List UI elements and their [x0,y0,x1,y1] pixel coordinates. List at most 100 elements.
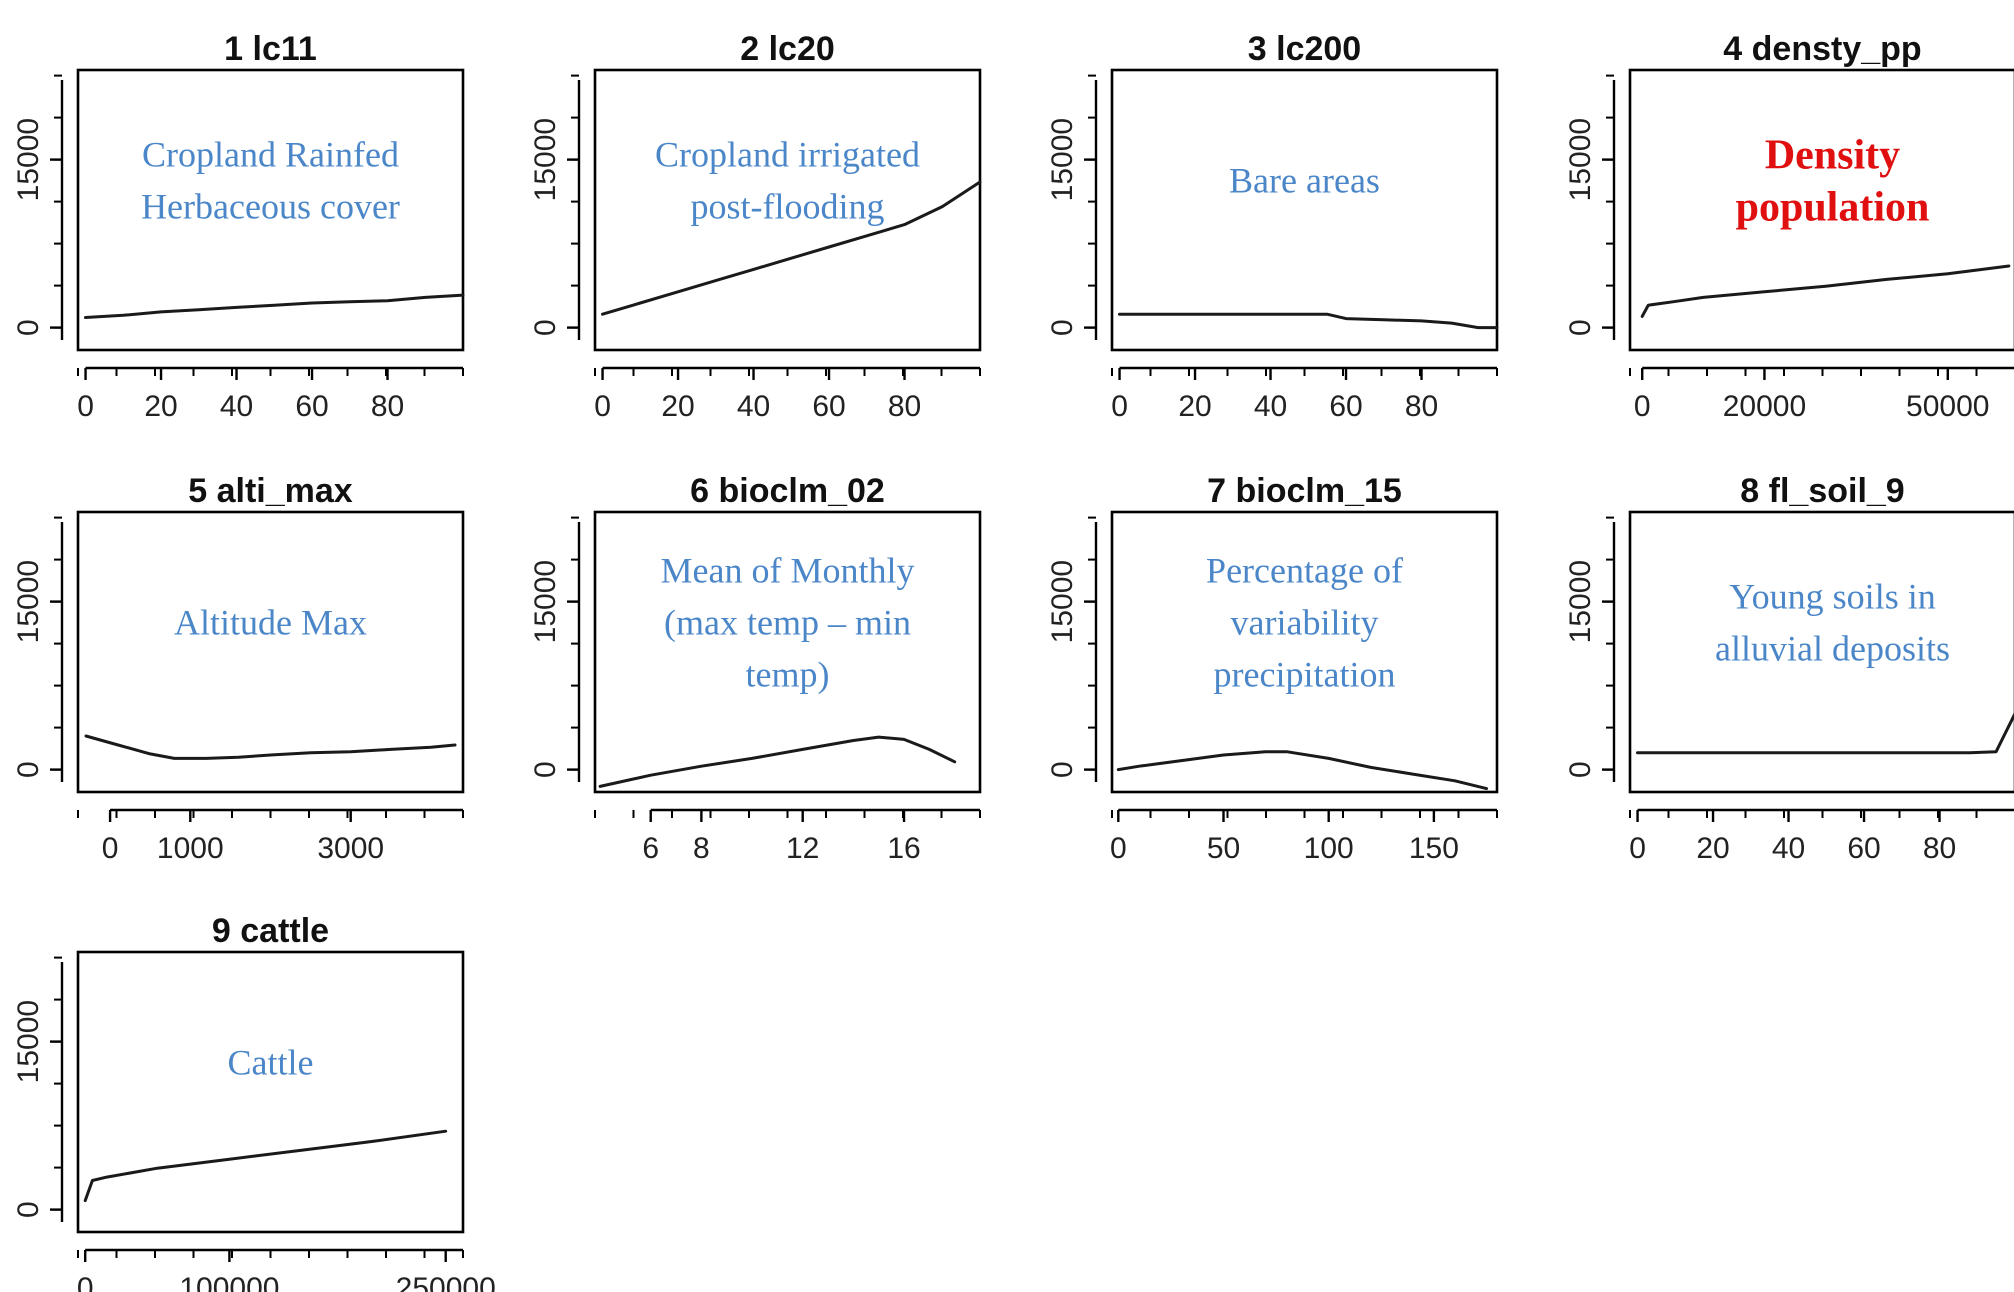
annotation-line: (max temp – min [664,603,911,643]
chart-title: 7 bioclm_15 [1207,472,1402,510]
x-tick-label: 50000 [1906,390,1989,423]
chart-title: 4 densty_pp [1723,30,1921,68]
plot-frame [76,68,465,352]
y-tick-label: 15000 [529,118,562,201]
x-tick-label: 20 [1178,390,1211,423]
chart-title: 1 lc11 [224,30,317,68]
annotation-line: Bare areas [1229,161,1380,201]
x-tick-label: 80 [371,390,404,423]
annotation-line: Percentage of [1206,551,1403,591]
x-tick-label: 0 [102,832,119,865]
x-tick-label: 100 [1304,832,1354,865]
x-tick-label: 60 [1847,832,1880,865]
x-tick-label: 20 [1696,832,1729,865]
response-line [1118,312,1499,330]
x-tick-label: 40 [737,390,770,423]
x-tick-label: 0 [77,1272,94,1292]
annotation-line: Herbaceous cover [141,187,400,227]
x-tick-label: 60 [812,390,845,423]
chart-title: 2 lc20 [740,30,835,68]
x-tick-label: 250000 [396,1272,496,1292]
y-tick-label: 0 [12,1201,45,1218]
chart-panel-1: 1 lc11 0 20 40 60 80 0 15000 Cropland Rainfed Her… [12,30,465,423]
y-tick-label: 15000 [1046,560,1079,643]
y-tick-label: 0 [529,761,562,778]
x-tick-label: 80 [1405,390,1438,423]
response-line [1116,750,1488,791]
response-line [1640,264,2011,318]
x-tick-label: 3000 [317,832,384,865]
y-tick-label: 0 [12,761,45,778]
y-tick-label: 0 [1046,761,1079,778]
x-tick-label: 80 [1923,832,1956,865]
response-line [1636,712,2014,755]
x-tick-label: 40 [1254,390,1287,423]
plot-frame [1628,68,2014,352]
chart-panel-2: 2 lc20 0 20 40 60 80 0 15000 Cropland irrigated p… [529,30,982,423]
y-tick-label: 15000 [12,118,45,201]
x-tick-label: 8 [693,832,710,865]
plot-frame [1110,68,1499,352]
x-tick-label: 0 [1634,390,1651,423]
y-tick-label: 15000 [1564,560,1597,643]
annotation-line: Young soils in [1729,577,1935,617]
chart-panel-6: 6 bioclm_02 6 8 12 16 0 15000 Mean of Monthly (m… [529,472,982,865]
chart-panel-7: 7 bioclm_15 0 50 100 150 0 15000 Percentage of v… [1046,472,1499,865]
annotation-line: Cattle [228,1043,314,1083]
annotation-line: population [1736,185,1930,231]
x-tick-label: 20 [661,390,694,423]
x-tick-label: 12 [786,832,819,865]
response-line [84,734,457,760]
plot-frame [1628,510,2014,794]
y-tick-label: 0 [12,319,45,336]
y-tick-label: 0 [1564,761,1597,778]
x-tick-label: 20000 [1723,390,1806,423]
x-tick-label: 0 [1111,390,1128,423]
x-tick-label: 16 [887,832,920,865]
response-line [83,1129,448,1203]
response-line [601,180,982,316]
plot-frame [1110,510,1499,794]
y-tick-label: 15000 [529,560,562,643]
chart-panel-9: 9 cattle 0 100000 250000 0 15000 Cattle [12,912,496,1292]
x-tick-label: 0 [594,390,611,423]
x-tick-label: 40 [220,390,253,423]
x-tick-label: 40 [1772,832,1805,865]
response-line [598,735,957,788]
x-tick-label: 100000 [179,1272,279,1292]
annotation-line: Cropland Rainfed [142,135,399,175]
chart-title: 6 bioclm_02 [690,472,885,510]
chart-panel-5: 5 alti_max 0 1000 3000 0 15000 Altitude Max [12,472,465,865]
x-tick-label: 1000 [157,832,224,865]
chart-panel-8: 8 fl_soil_9 0 20 40 60 80 0 15000 Young soils in… [1564,472,2014,865]
annotation-line: temp) [746,655,830,695]
x-tick-label: 0 [1110,832,1127,865]
y-tick-label: 15000 [1564,118,1597,201]
x-tick-label: 60 [1329,390,1362,423]
x-tick-label: 60 [295,390,328,423]
y-tick-label: 0 [529,319,562,336]
annotation-line: Density [1765,133,1900,179]
annotation-line: Mean of Monthly [661,551,915,591]
chart-title: 5 alti_max [188,472,353,510]
chart-panel-4: 4 densty_pp 0 20000 50000 0 15000 Density popul… [1564,30,2014,423]
chart-title: 8 fl_soil_9 [1740,472,1904,510]
chart-panel-3: 3 lc200 0 20 40 60 80 0 15000 Bare areas [1046,30,1499,423]
annotation-line: Altitude Max [174,603,367,643]
y-tick-label: 0 [1046,319,1079,336]
annotation-line: post-flooding [691,187,885,227]
x-tick-label: 20 [144,390,177,423]
response-line [84,293,465,319]
x-tick-label: 150 [1409,832,1459,865]
x-tick-label: 0 [77,390,94,423]
y-tick-label: 0 [1564,319,1597,336]
x-tick-label: 80 [888,390,921,423]
annotation-line: Cropland irrigated [655,135,920,175]
chart-title: 9 cattle [212,912,329,950]
annotation-line: precipitation [1214,655,1396,695]
chart-title: 3 lc200 [1248,30,1361,68]
plot-frame [76,950,465,1234]
x-tick-label: 6 [642,832,659,865]
